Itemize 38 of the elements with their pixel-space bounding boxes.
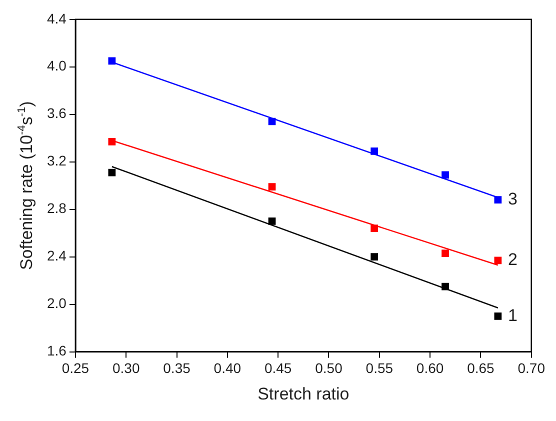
x-tick-label: 0.30: [112, 360, 140, 376]
y-tick-label: 4.4: [46, 10, 67, 26]
y-tick-label: 2.4: [46, 248, 67, 264]
point: [370, 253, 378, 261]
point: [442, 282, 449, 290]
point: [494, 256, 502, 264]
y-tick-label: 2.0: [46, 295, 67, 312]
series-label: 2: [508, 250, 518, 270]
x-tick-label: 0.55: [366, 360, 394, 376]
series-label: 3: [508, 190, 518, 209]
x-tick-label: 0.40: [214, 360, 242, 376]
point: [108, 168, 116, 176]
y-axis-title: Softening rate (10-4s-1): [16, 101, 36, 270]
point: [108, 57, 116, 65]
point: [370, 147, 378, 155]
x-tick-label: 0.70: [518, 360, 546, 376]
point: [268, 218, 276, 225]
series-label: 1: [508, 306, 518, 325]
point: [494, 196, 502, 204]
x-tick-label: 0.50: [315, 360, 343, 376]
x-tick-label: 0.60: [416, 360, 444, 376]
point: [442, 171, 449, 179]
x-tick-label: 0.65: [467, 360, 495, 376]
y-tick-label: 1.6: [46, 342, 67, 359]
point: [370, 224, 378, 232]
point: [494, 312, 502, 320]
point: [268, 118, 276, 126]
x-tick-label: 0.25: [62, 360, 90, 376]
point: [108, 138, 116, 146]
x-tick-label: 0.45: [264, 360, 292, 376]
y-tick-label: 2.8: [46, 200, 67, 216]
y-tick-label: 3.2: [46, 152, 67, 169]
point: [268, 183, 276, 190]
y-tick-label: 3.6: [46, 105, 67, 122]
y-tick-label: 4.0: [46, 58, 67, 74]
x-axis-title: Stretch ratio: [258, 384, 350, 404]
point: [442, 250, 449, 257]
x-tick-label: 0.35: [163, 360, 191, 376]
